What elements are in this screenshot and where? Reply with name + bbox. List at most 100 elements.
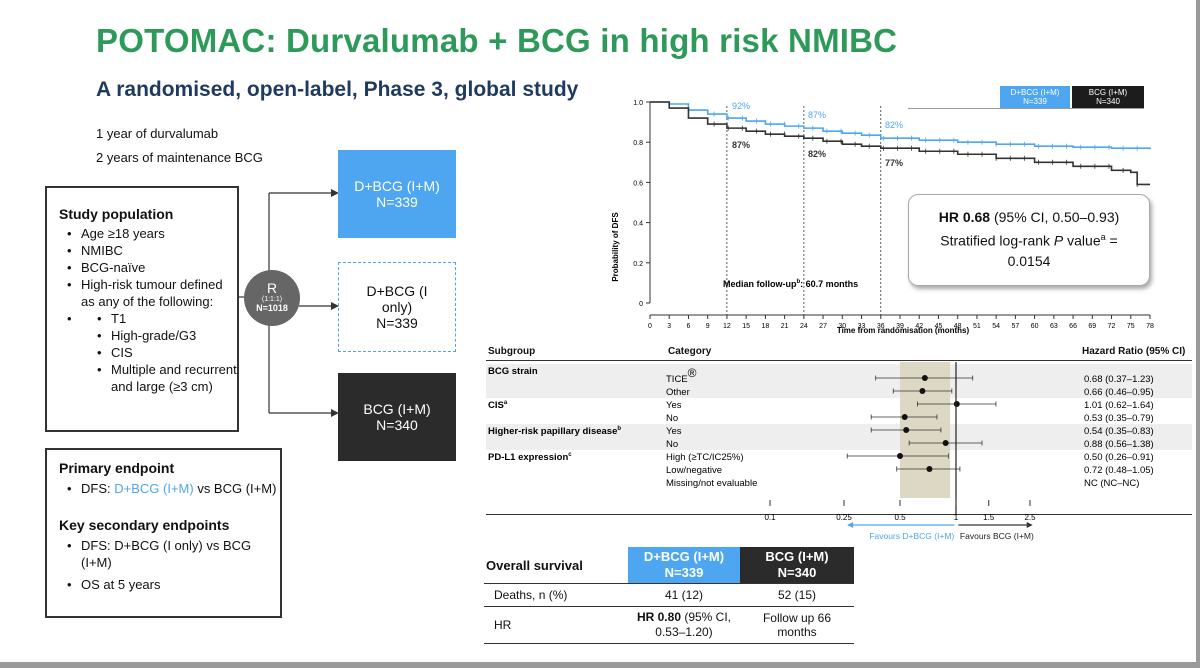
forest-point bbox=[926, 466, 933, 472]
arm-n: N=339 bbox=[376, 315, 418, 331]
arm-bcg-im: BCG (I+M) N=340 bbox=[338, 373, 456, 461]
page-subtitle: A randomised, open-label, Phase 3, globa… bbox=[96, 78, 579, 101]
forest-category-reg: ® bbox=[688, 366, 697, 380]
list-item: High-grade/G3 bbox=[97, 327, 237, 344]
km-hr-line2: Stratified log-rank P valuea = bbox=[909, 227, 1149, 251]
arm-label: BCG (I+M) bbox=[363, 401, 431, 417]
forest-hr-value: 0.66 (0.46–0.95) bbox=[1084, 387, 1154, 398]
km-xtick-label: 6 bbox=[687, 323, 691, 330]
forest-header-hr: Hazard Ratio (95% CI) bbox=[1082, 346, 1186, 357]
table-row: HR HR 0.80 (95% CI, 0.53–1.20) Follow up … bbox=[484, 606, 854, 644]
os-deaths-bcg: 52 (15) bbox=[740, 583, 854, 607]
km-hr-line2c: = bbox=[1105, 232, 1118, 249]
km-ytick-label: 0.4 bbox=[633, 221, 643, 228]
primary-arm-highlight: D+BCG (I+M) bbox=[114, 481, 194, 496]
km-ytick-label: 1.0 bbox=[633, 100, 643, 107]
landmark-dbcg-12: 92% bbox=[732, 101, 750, 111]
randomisation-letter: R bbox=[266, 280, 278, 296]
forest-group-sup: b bbox=[617, 426, 621, 432]
randomisation-ratio: (1:1:1) bbox=[261, 296, 283, 303]
km-xtick-label: 27 bbox=[819, 323, 827, 330]
legend-n: N=340 bbox=[1096, 97, 1120, 106]
forest-header-rule bbox=[486, 360, 1192, 361]
km-xtick-label: 63 bbox=[1050, 323, 1058, 330]
list-item: BCG-naïve bbox=[67, 259, 237, 276]
high-risk-sublist: T1 High-grade/G3 CIS Multiple and recurr… bbox=[81, 310, 237, 395]
study-population-heading: Study population bbox=[59, 206, 174, 222]
list-item: Age ≥18 years bbox=[67, 225, 237, 242]
primary-prefix: DFS: bbox=[81, 481, 115, 496]
favours-left-arrowhead bbox=[847, 522, 854, 528]
sublist-container: T1 High-grade/G3 CIS Multiple and recurr… bbox=[67, 310, 237, 395]
km-series-line bbox=[650, 101, 1150, 186]
km-xtick-label: 33 bbox=[858, 323, 866, 330]
km-followup: Median follow-upb: 60.7 months bbox=[723, 279, 858, 289]
forest-category: Low/negative bbox=[666, 465, 722, 476]
km-xtick-label: 21 bbox=[781, 323, 789, 330]
forest-group-label: Higher-risk papillary diseaseb bbox=[488, 426, 621, 437]
forest-group-label: BCG strain bbox=[488, 366, 538, 377]
legend-divider bbox=[908, 108, 1144, 109]
design-note-bcg: 2 years of maintenance BCG bbox=[96, 150, 263, 165]
forest-category: Missing/not evaluable bbox=[666, 478, 757, 489]
arm-dbcg-im: D+BCG (I+M) N=339 bbox=[338, 150, 456, 238]
study-population-list: Age ≥18 years NMIBC BCG-naïve High-risk … bbox=[59, 225, 237, 395]
km-xtick-label: 30 bbox=[838, 323, 846, 330]
primary-endpoint-heading: Primary endpoint bbox=[59, 460, 175, 476]
os-title: Overall survival bbox=[484, 547, 628, 584]
forest-header-category: Category bbox=[668, 346, 712, 357]
landmark-bcg-36: 77% bbox=[885, 158, 903, 168]
landmark-dbcg-24: 87% bbox=[808, 110, 826, 120]
km-hr-pvalue: 0.0154 bbox=[1007, 252, 1051, 269]
os-hr-rest: (95% CI, bbox=[681, 610, 732, 624]
favours-left-label: Favours D+BCG (I+M) bbox=[869, 531, 954, 541]
km-ytick-label: 0 bbox=[639, 301, 643, 308]
km-xtick-label: 54 bbox=[992, 323, 1000, 330]
secondary-endpoints-heading: Key secondary endpoints bbox=[59, 517, 230, 533]
legend-label: D+BCG (I+M) bbox=[1010, 88, 1060, 97]
primary-vs: vs BCG (I+M) bbox=[193, 481, 277, 496]
legend-bcg: BCG (I+M) N=340 bbox=[1072, 86, 1144, 108]
list-item: DFS: D+BCG (I+M) vs BCG (I+M) bbox=[67, 480, 280, 497]
randomisation-n: N=1018 bbox=[256, 303, 288, 313]
arm-n: N=340 bbox=[376, 417, 418, 433]
km-hr-line1: HR 0.68 (95% CI, 0.50–0.93) bbox=[909, 207, 1149, 227]
km-xtick-label: 42 bbox=[915, 323, 923, 330]
secondary-endpoints-list: DFS: D+BCG (I only) vs BCG (I+M) OS at 5… bbox=[59, 537, 280, 593]
os-col-dbcg-label: D+BCG (I+M) bbox=[643, 549, 725, 564]
arm-label: D+BCG (I+M) bbox=[354, 178, 440, 194]
forest-group-label: PD-L1 expressionc bbox=[488, 452, 572, 463]
km-followup-label: Median follow-up bbox=[723, 279, 797, 289]
os-hr-value: HR 0.80 (95% CI, 0.53–1.20) bbox=[628, 606, 740, 644]
primary-endpoint-list: DFS: D+BCG (I+M) vs BCG (I+M) bbox=[59, 480, 280, 497]
forest-category: No bbox=[666, 439, 678, 450]
km-followup-value: : 60.7 months bbox=[800, 279, 858, 289]
forest-point bbox=[921, 375, 928, 381]
km-hr-box: HR 0.68 (95% CI, 0.50–0.93) Stratified l… bbox=[908, 194, 1150, 286]
forest-hr-value: 0.72 (0.48–1.05) bbox=[1084, 465, 1154, 476]
legend-n: N=339 bbox=[1023, 97, 1047, 106]
forest-group-sup: c bbox=[568, 452, 572, 458]
forest-point bbox=[953, 401, 960, 407]
forest-row-band bbox=[486, 364, 1192, 398]
forest-point bbox=[919, 388, 926, 394]
km-followup-sup: b bbox=[797, 279, 801, 285]
forest-hr-value: 0.88 (0.56–1.38) bbox=[1084, 439, 1154, 450]
km-xlabel: Time from randomisation (months) bbox=[837, 326, 970, 335]
km-xtick-label: 36 bbox=[877, 323, 885, 330]
forest-axis-label: 1.5 bbox=[983, 513, 995, 522]
forest-axis-label: 1 bbox=[954, 513, 959, 522]
favours-right-label: Favours BCG (I+M) bbox=[960, 531, 1034, 541]
landmark-bcg-12: 87% bbox=[732, 140, 750, 150]
os-col-dbcg: D+BCG (I+M) N=339 bbox=[628, 547, 740, 584]
forest-point bbox=[903, 427, 910, 433]
km-hr-sup: a bbox=[1100, 232, 1106, 242]
km-xtick-label: 72 bbox=[1108, 323, 1116, 330]
km-xtick-label: 15 bbox=[742, 323, 750, 330]
km-xtick-label: 3 bbox=[667, 323, 671, 330]
forest-axis-label: 0.5 bbox=[894, 513, 906, 522]
forest-hr-value: 1.01 (0.62–1.64) bbox=[1084, 400, 1154, 411]
km-hr-p: P bbox=[1053, 232, 1064, 249]
